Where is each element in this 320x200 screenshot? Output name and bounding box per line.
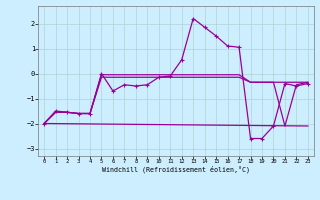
X-axis label: Windchill (Refroidissement éolien,°C): Windchill (Refroidissement éolien,°C) — [102, 166, 250, 173]
